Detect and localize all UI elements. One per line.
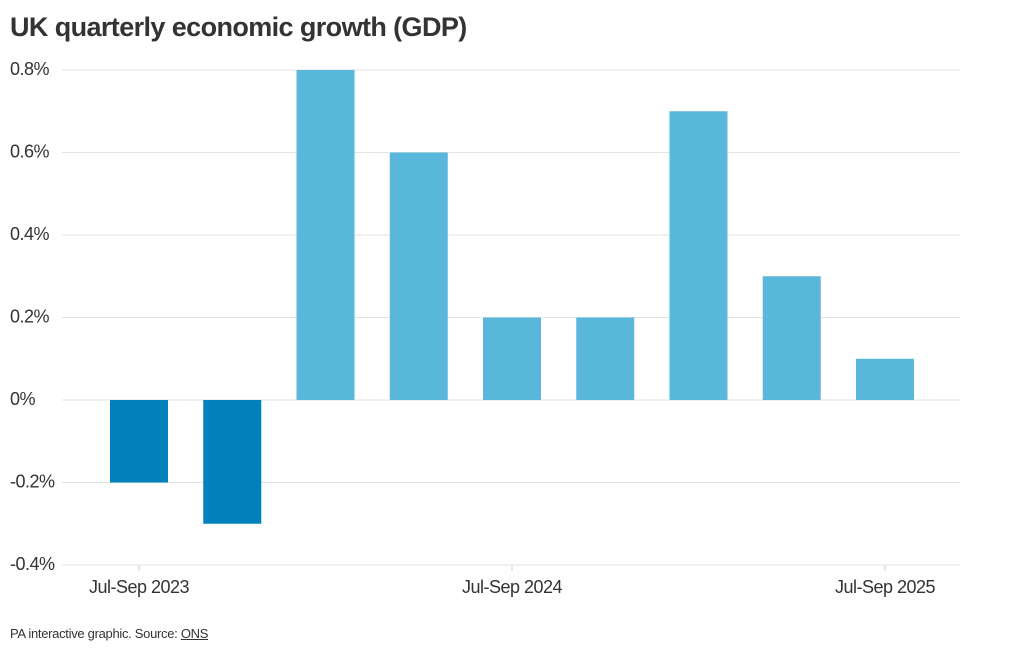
bar — [669, 111, 728, 400]
footer-text: PA interactive graphic. Source: — [10, 626, 178, 641]
chart-title: UK quarterly economic growth (GDP) — [10, 12, 467, 42]
bar — [110, 400, 169, 483]
bar — [296, 70, 355, 400]
x-tick-label: Jul-Sep 2025 — [835, 577, 936, 597]
bar — [762, 276, 821, 400]
bar — [483, 317, 541, 400]
bar — [855, 358, 914, 400]
y-tick-label: 0.2% — [10, 306, 50, 326]
source-link[interactable]: ONS — [180, 626, 209, 641]
y-tick-label: 0.8% — [10, 59, 50, 79]
footer: PA interactive graphic. Source: ONS — [10, 626, 208, 641]
bar — [203, 400, 262, 524]
bar — [576, 317, 635, 400]
chart: UK quarterly economic growth (GDP) -0.4%… — [10, 12, 960, 597]
y-tick-label: 0% — [10, 389, 36, 409]
bar — [389, 152, 448, 400]
y-tick-label: 0.6% — [10, 141, 50, 161]
x-tick-label: Jul-Sep 2023 — [89, 577, 190, 597]
y-tick-label: -0.2% — [10, 471, 55, 491]
x-tick-label: Jul-Sep 2024 — [462, 577, 563, 597]
y-tick-label: -0.4% — [10, 554, 55, 574]
y-tick-label: 0.4% — [10, 224, 50, 244]
